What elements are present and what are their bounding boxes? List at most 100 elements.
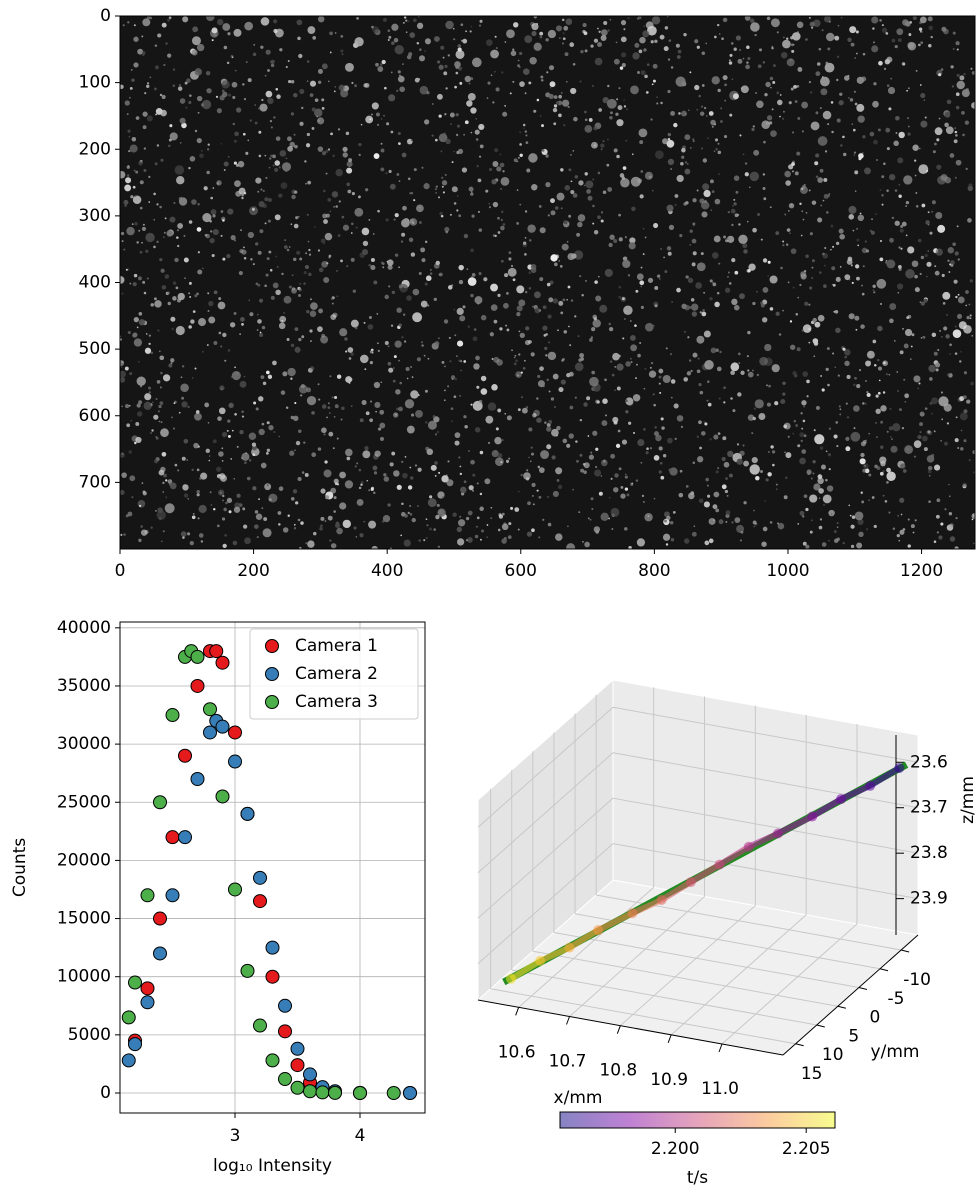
speckle <box>612 374 615 377</box>
speckle <box>694 39 698 43</box>
speckle <box>458 214 461 217</box>
speckle <box>701 431 706 436</box>
speckle <box>591 371 595 375</box>
speckle <box>265 177 267 179</box>
speckle <box>380 63 383 66</box>
speckle <box>827 347 830 350</box>
speckle <box>700 311 702 313</box>
speckle <box>273 29 277 33</box>
speckle <box>895 189 898 192</box>
speckle <box>752 457 758 463</box>
speckle <box>789 232 791 234</box>
speckle <box>792 371 796 375</box>
speckle <box>950 523 954 527</box>
speckle <box>239 333 241 335</box>
speckle <box>666 347 668 349</box>
speckle <box>519 204 521 206</box>
y-tick-label: 40000 <box>57 618 111 638</box>
speckle <box>227 498 232 503</box>
speckle <box>370 265 375 270</box>
speckle <box>469 485 474 490</box>
speckle <box>898 540 900 542</box>
speckle <box>896 132 898 134</box>
speckle <box>456 134 458 136</box>
speckle <box>439 510 443 514</box>
speckle <box>570 154 572 156</box>
speckle <box>189 282 192 285</box>
speckle <box>936 165 941 170</box>
speckle <box>583 463 586 466</box>
speckle <box>915 192 917 194</box>
speckle <box>851 123 853 125</box>
speckle <box>424 119 429 124</box>
speckle <box>643 253 645 255</box>
speckle <box>689 71 691 73</box>
speckle <box>858 532 863 537</box>
speckle <box>192 49 198 55</box>
speckle <box>819 526 823 530</box>
speckle <box>953 48 955 50</box>
x-tick <box>668 1035 671 1043</box>
y-axis-label: Counts <box>10 838 30 897</box>
speckle <box>786 37 788 39</box>
speckle <box>783 111 785 113</box>
speckle <box>118 171 125 178</box>
speckle <box>756 100 764 108</box>
speckle <box>525 92 527 94</box>
speckle <box>145 233 154 242</box>
speckle <box>848 214 854 220</box>
speckle <box>730 362 739 371</box>
speckle <box>502 170 504 172</box>
speckle <box>861 492 863 494</box>
speckle <box>921 256 924 259</box>
speckle <box>307 133 310 136</box>
speckle <box>702 84 705 87</box>
scatter-point <box>354 1086 367 1099</box>
speckle <box>730 370 735 375</box>
x-tick-label: 200 <box>237 561 269 581</box>
speckle <box>270 154 273 157</box>
speckle <box>234 507 240 513</box>
speckle <box>133 332 138 337</box>
speckle <box>588 435 590 437</box>
speckle <box>684 134 690 140</box>
speckle <box>322 214 327 219</box>
speckle <box>401 233 405 237</box>
speckle <box>298 294 301 297</box>
speckle <box>471 26 473 28</box>
speckle <box>860 458 866 464</box>
speckle <box>531 446 533 448</box>
speckle <box>906 235 908 237</box>
speckle <box>478 124 484 130</box>
speckle <box>859 369 861 371</box>
speckle <box>487 524 489 526</box>
speckle <box>266 50 271 55</box>
speckle <box>539 32 543 36</box>
speckle <box>479 20 482 23</box>
speckle <box>368 521 376 529</box>
speckle <box>326 173 328 175</box>
speckle <box>178 86 182 90</box>
speckle <box>875 213 877 215</box>
speckle <box>668 252 672 256</box>
speckle <box>920 412 925 417</box>
speckle <box>323 190 326 193</box>
speckle <box>258 131 261 134</box>
speckle <box>556 25 562 31</box>
speckle <box>474 296 482 304</box>
speckle <box>584 111 587 114</box>
speckle <box>561 92 563 94</box>
speckle <box>727 451 733 457</box>
speckle <box>726 510 731 515</box>
speckle <box>724 135 727 138</box>
speckle <box>505 41 507 43</box>
speckle <box>271 296 275 300</box>
speckle <box>763 141 766 144</box>
speckle <box>231 376 233 378</box>
speckle <box>811 277 813 279</box>
speckle <box>777 100 783 106</box>
speckle <box>687 163 689 165</box>
speckle <box>697 190 699 192</box>
speckle <box>614 389 616 391</box>
speckle <box>217 108 222 113</box>
